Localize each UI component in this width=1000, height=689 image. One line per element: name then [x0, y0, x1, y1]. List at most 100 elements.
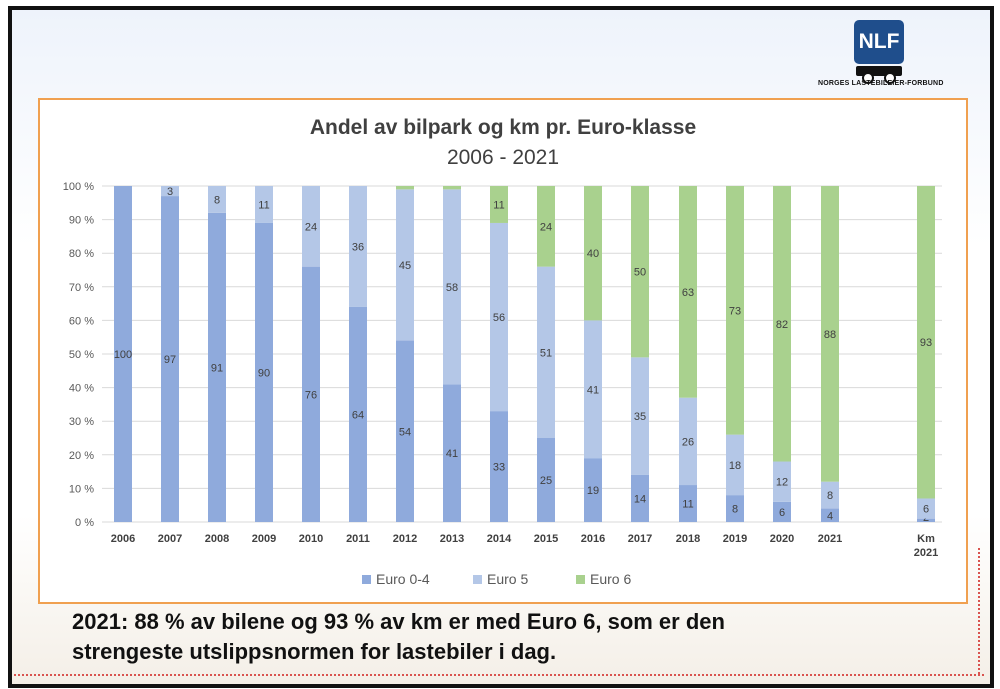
data-label: 35 — [634, 411, 646, 423]
data-label: 6 — [779, 507, 785, 519]
bar-segment-euro-6 — [631, 186, 649, 358]
bar-segment-euro-0-4 — [255, 222, 273, 522]
bar-segment-euro-0-4 — [114, 186, 132, 522]
y-tick-label: 90 % — [69, 215, 94, 227]
bar-segment-euro-0-4 — [679, 485, 697, 522]
data-label: 11 — [258, 199, 269, 211]
data-label: 45 — [399, 260, 411, 272]
bar-segment-euro-6 — [679, 186, 697, 398]
x-tick-label: 2021 — [818, 533, 842, 545]
legend-swatch — [473, 575, 482, 584]
bar-segment-euro-6 — [443, 186, 461, 190]
bar-segment-euro-0-4 — [443, 384, 461, 522]
data-label: 73 — [729, 305, 741, 317]
bar-segment-euro-0-4 — [490, 411, 508, 522]
data-label: 8 — [214, 194, 220, 206]
bar-segment-euro-0-4 — [917, 518, 935, 522]
caption: 2021: 88 % av bilene og 93 % av km er me… — [72, 607, 952, 667]
bar-segment-euro-6 — [917, 186, 935, 499]
y-tick-label: 0 % — [75, 517, 94, 529]
x-tick-label: 2011 — [346, 533, 370, 545]
bar-segment-euro-6 — [537, 186, 555, 267]
data-label: 12 — [776, 477, 788, 489]
chart-container: Andel av bilpark og km pr. Euro-klasse 20… — [38, 98, 968, 604]
y-tick-label: 70 % — [69, 282, 94, 294]
data-label: 64 — [352, 409, 364, 421]
bar-segment-euro-6 — [584, 186, 602, 321]
bar-segment-euro-5 — [302, 186, 320, 267]
bar-segment-euro-5 — [208, 186, 226, 213]
data-label: 8 — [732, 504, 738, 516]
data-label: 36 — [352, 241, 364, 253]
data-label: 19 — [587, 485, 599, 497]
y-tick-label: 100 % — [63, 181, 94, 193]
bar-segment-euro-0-4 — [773, 501, 791, 522]
data-label: 41 — [587, 384, 599, 396]
y-tick-label: 50 % — [69, 349, 94, 361]
data-label: 8 — [827, 490, 833, 502]
legend-label: Euro 5 — [487, 571, 528, 587]
data-label: 76 — [305, 389, 317, 401]
bar-segment-euro-0-4 — [631, 474, 649, 522]
data-label: 40 — [587, 248, 599, 260]
logo-organization-name: NORGES LASTEBILEIER-FORBUND — [818, 80, 944, 87]
bar-segment-euro-5 — [917, 498, 935, 519]
bar-segment-euro-5 — [255, 186, 273, 223]
data-label: 82 — [776, 319, 788, 331]
logo-badge: NLF — [854, 20, 904, 64]
x-tick-label: 2008 — [205, 533, 229, 545]
data-label: 4 — [827, 510, 833, 522]
nlf-logo: NLF NORGES LASTEBILEIER-FORBUND — [818, 20, 944, 92]
data-label: 51 — [540, 347, 552, 359]
legend-swatch — [362, 575, 371, 584]
bar-segment-euro-5 — [726, 434, 744, 496]
data-label: 3 — [167, 186, 173, 198]
bar-segment-euro-5 — [443, 189, 461, 385]
x-tick-label: 2017 — [628, 533, 652, 545]
decorative-dotted-line-right — [978, 548, 980, 674]
data-label: 26 — [682, 436, 694, 448]
data-label: 91 — [211, 362, 223, 374]
y-tick-label: 20 % — [69, 450, 94, 462]
bar-segment-euro-5 — [349, 186, 367, 307]
data-label: 14 — [634, 493, 646, 505]
data-label: 24 — [305, 221, 317, 233]
bar-segment-euro-6 — [821, 186, 839, 482]
data-label: 18 — [729, 460, 741, 472]
data-label: 100 — [114, 349, 132, 361]
caption-line-1: 2021: 88 % av bilene og 93 % av km er me… — [72, 609, 725, 634]
bar-segment-euro-5 — [631, 357, 649, 475]
bar-segment-euro-5 — [584, 320, 602, 459]
data-label: 97 — [164, 354, 176, 366]
x-tick-label: 2021 — [914, 547, 938, 559]
data-label: 33 — [493, 462, 505, 474]
x-tick-label: 2020 — [770, 533, 794, 545]
bar-segment-euro-0-4 — [726, 495, 744, 522]
x-tick-label: 2014 — [487, 533, 512, 545]
x-tick-label: 2010 — [299, 533, 323, 545]
decorative-dotted-line — [14, 674, 984, 676]
bar-segment-euro-0-4 — [396, 340, 414, 522]
x-tick-label: 2012 — [393, 533, 417, 545]
bar-segment-euro-5 — [396, 189, 414, 341]
x-tick-label: 2007 — [158, 533, 182, 545]
x-tick-label: Km — [917, 533, 935, 545]
x-tick-label: 2016 — [581, 533, 605, 545]
y-tick-label: 60 % — [69, 315, 94, 327]
bar-segment-euro-0-4 — [302, 266, 320, 522]
chart-title: Andel av bilpark og km pr. Euro-klasse — [310, 116, 696, 139]
bar-segment-euro-5 — [490, 222, 508, 412]
bar-segment-euro-0-4 — [821, 508, 839, 522]
bar-segment-euro-6 — [490, 186, 508, 223]
x-tick-label: 2015 — [534, 533, 558, 545]
bar-segment-euro-5 — [161, 186, 179, 197]
bar-segment-euro-6 — [773, 186, 791, 462]
legend-label: Euro 6 — [590, 571, 631, 587]
bar-segment-euro-5 — [821, 481, 839, 509]
y-tick-label: 10 % — [69, 483, 94, 495]
legend-label: Euro 0-4 — [376, 571, 430, 587]
legend-swatch — [576, 575, 585, 584]
bar-segment-euro-5 — [679, 397, 697, 486]
y-tick-label: 80 % — [69, 248, 94, 260]
data-label: 24 — [540, 221, 552, 233]
